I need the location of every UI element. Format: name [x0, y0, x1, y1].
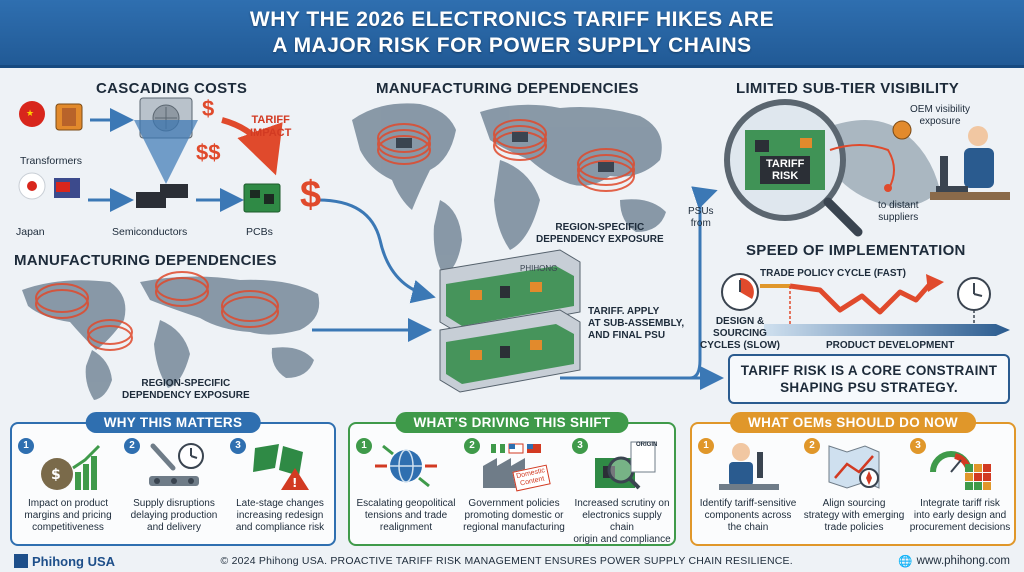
- why-item-3-number: 3: [230, 438, 246, 454]
- tariff-apply-label: TARIFF. APPLY AT SUB-ASSEMBLY, AND FINAL P…: [588, 306, 685, 341]
- speed-title: SPEED OF IMPLEMENTATION: [746, 242, 966, 259]
- dollar-sign-2: $$: [196, 140, 221, 165]
- oems-item-2-number: 2: [804, 438, 820, 454]
- trade-policy-cycle-label: TRADE POLICY CYCLE (FAST): [760, 268, 906, 279]
- why-this-matters-title: WHY THIS MATTERS: [85, 412, 261, 433]
- visibility-title: LIMITED SUB-TIER VISIBILITY: [736, 80, 960, 97]
- oems-item-1-number: 1: [698, 438, 714, 454]
- globe-icon: 🌐: [898, 556, 913, 568]
- driving-item-2-number: 2: [464, 438, 480, 454]
- tariff-zone-3: [577, 148, 635, 192]
- broken-pcb-warning-icon: !: [253, 444, 309, 490]
- driving-item-2: 2 Domestic Content Government policies pro…: [463, 438, 565, 533]
- why-item-1: 1 $ Impact on product margins and pricing…: [16, 438, 120, 534]
- globe-arrows-icon: [375, 444, 437, 488]
- driving-item-1-number: 1: [356, 438, 372, 454]
- semiconductors-label: Semiconductors: [112, 226, 188, 238]
- oems-item-3-number: 3: [910, 438, 926, 454]
- exposure-center-label: REGION-SPECIFIC DEPENDENCY EXPOSURE: [536, 222, 664, 245]
- money-bag-chart-icon: $: [41, 444, 101, 490]
- world-map-center: [352, 103, 666, 276]
- phihong-logo: Phihong USA: [14, 554, 115, 569]
- tariff-zone-1: [377, 123, 431, 165]
- exposure-left-label: REGION-SPECIFIC DEPENDENCY EXPOSURE: [122, 378, 250, 401]
- driving-item-3-number: 3: [572, 438, 588, 454]
- oem-visibility-label: OEM visibility exposure: [910, 104, 971, 127]
- phihong-logo-icon: [14, 554, 28, 568]
- distant-suppliers-label: to distant suppliers: [878, 200, 919, 223]
- why-item-2-number: 2: [124, 438, 140, 454]
- title-banner: WHY THE 2026 ELECTRONICS TARIFF HIKES AR…: [0, 0, 1024, 68]
- driving-item-3: 3 ORIGIN Increased scrutiny on electronic…: [572, 438, 671, 545]
- pcb-icon: [243, 183, 281, 213]
- driving-item-1: 1 Escalating geopolitical tensions and tr…: [356, 438, 456, 533]
- map-compass-icon: [828, 445, 880, 489]
- product-development-label: PRODUCT DEVELOPMENT: [826, 340, 955, 351]
- title-line-2: A MAJOR RISK FOR POWER SUPPLY CHAINS: [272, 33, 752, 57]
- dollar-sign-3: $: [300, 174, 322, 216]
- why-this-matters-section: WHY THIS MATTERS 1 $ Impact on product ma…: [10, 412, 336, 546]
- engineer-microscope-icon: [930, 126, 1010, 200]
- engineer-inspecting-icon: [719, 443, 779, 490]
- svg-text:$: $: [51, 467, 61, 483]
- core-constraint-callout: TARIFF RISK IS A CORE CONSTRAINT SHAPING …: [728, 354, 1010, 404]
- phihong-logo-text: Phihong USA: [32, 553, 116, 569]
- manufacturing-left-title: MANUFACTURING DEPENDENCIES: [14, 252, 277, 269]
- psu-stack-illustration: [439, 249, 581, 393]
- oems-section: WHAT OEMs SHOULD DO NOW 1 Identify tarif…: [690, 412, 1016, 546]
- magnified-chip-icon: [595, 441, 656, 490]
- dollar-sign-1: $: [202, 96, 215, 121]
- oems-item-3: 3 Integrate tariff risk into early design…: [909, 438, 1011, 533]
- psus-from-label: PSUs from: [688, 206, 714, 229]
- why-item-2: 2 Supply disruptions delaying production a…: [122, 438, 226, 534]
- footer: Phihong USA © 2024 Phihong USA. PROACTIV…: [0, 550, 1024, 572]
- speed-timeline: [721, 273, 1010, 336]
- driving-shift-title: WHAT’S DRIVING THIS SHIFT: [395, 412, 629, 433]
- design-sourcing-label: DESIGN & SOURCING CYCLES (SLOW): [700, 316, 780, 351]
- japan-flag-icon: [18, 172, 46, 200]
- wrench-clock-icon: [149, 443, 204, 486]
- svg-text:!: !: [292, 476, 297, 490]
- chip-icon: [54, 178, 80, 198]
- copyright-text: © 2024 Phihong USA. PROACTIVE TARIFF RIS…: [220, 555, 793, 567]
- origin-document-label: ORIGIN: [636, 442, 658, 448]
- oems-item-2: 2 Align sourcing strategy with emerging tr…: [803, 438, 905, 533]
- oems-title: WHAT OEMs SHOULD DO NOW: [730, 412, 976, 433]
- transformers-label: Transformers: [20, 155, 83, 167]
- tariff-impact-label: TARIFF IMPACT: [250, 114, 292, 139]
- semiconductor-icon: [136, 184, 188, 208]
- website[interactable]: 🌐 www.phihong.com: [898, 554, 1010, 568]
- china-flag-icon: ★: [19, 101, 45, 127]
- japan-label: Japan: [16, 226, 45, 238]
- tariff-risk-badge: TARIFF RISK: [760, 156, 811, 184]
- why-item-1-number: 1: [18, 438, 34, 454]
- oems-item-1: 1 Identify tariff-sensitive components ac…: [698, 438, 797, 533]
- why-item-3: 3 ! Late-stage changes increasing redesig…: [228, 438, 332, 534]
- driving-shift-section: WHAT’S DRIVING THIS SHIFT 1 Escalating g…: [348, 412, 676, 546]
- power-supply-unit-icon: [139, 97, 193, 139]
- pcbs-label: PCBs: [246, 226, 273, 238]
- title-line-1: WHY THE 2026 ELECTRONICS TARIFF HIKES AR…: [249, 7, 775, 31]
- transformer-icon: [55, 103, 83, 131]
- cascading-costs-title: CASCADING COSTS: [96, 80, 248, 97]
- svg-text:★: ★: [26, 109, 34, 119]
- psu-brand-label: PHIHONG: [520, 264, 558, 273]
- risk-gauge-matrix-icon: [930, 451, 991, 490]
- manufacturing-center-title: MANUFACTURING DEPENDENCIES: [376, 80, 639, 97]
- website-link[interactable]: www.phihong.com: [916, 555, 1010, 567]
